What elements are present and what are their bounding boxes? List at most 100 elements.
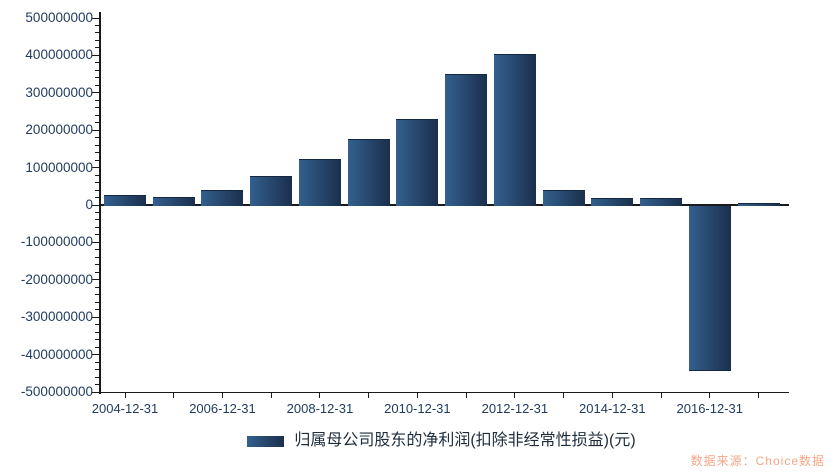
y-axis-major-tick	[92, 354, 99, 356]
x-axis-tick	[319, 392, 321, 398]
bar-2005-12-31[interactable]	[152, 197, 195, 206]
y-axis-minor-tick	[95, 84, 99, 86]
x-axis-tick	[221, 392, 223, 398]
y-axis-minor-tick	[95, 294, 99, 296]
y-axis-tick-label: 200000000	[25, 122, 93, 138]
y-axis-major-tick	[92, 92, 99, 94]
y-axis-tick-label: 500000000	[25, 10, 93, 25]
bar-2012-12-31[interactable]	[493, 53, 536, 206]
bar-2015-12-31[interactable]	[640, 197, 683, 206]
x-axis-line	[99, 391, 789, 393]
y-axis-tick-label: -500000000	[20, 384, 93, 399]
y-axis-minor-tick	[95, 152, 99, 154]
y-axis-minor-tick	[95, 24, 99, 26]
x-axis-tick-label: 2016-12-31	[676, 401, 744, 416]
y-axis-minor-tick	[95, 197, 99, 199]
y-axis-minor-tick	[95, 62, 99, 64]
x-axis-tick	[611, 392, 613, 398]
legend-item[interactable]: 归属母公司股东的净利润(扣除非经常性损益)(元)	[26, 431, 831, 451]
data-source-note: 数据来源：Choice数据	[690, 454, 825, 468]
y-axis-minor-tick	[95, 264, 99, 266]
y-axis-minor-tick	[95, 159, 99, 161]
y-axis-tick-label: -200000000	[20, 271, 93, 287]
y-axis-minor-tick	[95, 339, 99, 341]
y-axis-tick-label: 100000000	[25, 159, 93, 175]
bar-2014-12-31[interactable]	[591, 197, 634, 206]
bar-2013-12-31[interactable]	[542, 189, 585, 206]
y-axis-minor-tick	[95, 77, 99, 79]
x-axis-tick	[368, 392, 370, 398]
y-axis-minor-tick	[95, 211, 99, 213]
y-axis-minor-tick	[95, 301, 99, 303]
x-axis-tick-label: 2010-12-31	[384, 401, 451, 416]
y-axis-tick-label: -400000000	[20, 346, 93, 362]
y-axis-major-tick	[92, 391, 99, 393]
y-axis-minor-tick	[95, 376, 99, 378]
bar-2016-12-31[interactable]	[688, 205, 731, 372]
y-axis-major-tick	[92, 241, 99, 243]
y-axis-minor-tick	[95, 219, 99, 221]
x-axis-tick	[173, 392, 175, 398]
x-axis-tick-label: 2008-12-31	[286, 401, 354, 416]
x-axis-tick	[709, 392, 711, 398]
y-axis-major-tick	[92, 204, 99, 206]
bar-2007-12-31[interactable]	[250, 175, 293, 206]
y-axis-major-tick	[92, 316, 99, 318]
y-axis-minor-tick	[95, 189, 99, 191]
y-axis-minor-tick	[95, 47, 99, 49]
y-axis-major-tick	[92, 167, 99, 169]
bar-2009-12-31[interactable]	[347, 139, 390, 206]
y-axis-line	[99, 12, 101, 394]
y-axis-minor-tick	[95, 309, 99, 311]
x-axis-tick	[124, 392, 126, 398]
bar-2010-12-31[interactable]	[396, 118, 439, 206]
y-axis-minor-tick	[95, 384, 99, 386]
y-axis-minor-tick	[95, 256, 99, 258]
y-axis-tick-label: 300000000	[25, 84, 93, 100]
y-axis-minor-tick	[95, 137, 99, 139]
y-axis-minor-tick	[95, 331, 99, 333]
y-axis-tick-label: -300000000	[20, 309, 93, 325]
x-axis-tick	[660, 392, 662, 398]
y-axis-minor-tick	[95, 174, 99, 176]
y-axis-major-tick	[92, 129, 99, 131]
y-axis-minor-tick	[95, 122, 99, 124]
x-axis-tick-label: 2012-12-31	[481, 401, 549, 416]
y-axis-minor-tick	[95, 346, 99, 348]
y-axis-minor-tick	[95, 107, 99, 109]
bar-2004-12-31[interactable]	[104, 195, 146, 206]
y-axis-minor-tick	[95, 69, 99, 71]
legend-swatch	[247, 435, 285, 447]
y-axis-minor-tick	[95, 271, 99, 273]
y-axis-minor-tick	[95, 99, 99, 101]
x-axis-tick-label: 2006-12-31	[189, 401, 256, 416]
x-axis-tick	[465, 392, 467, 398]
x-axis-tick	[416, 392, 418, 398]
bar-2008-12-31[interactable]	[298, 159, 341, 206]
y-axis-minor-tick	[95, 182, 99, 184]
legend-label: 归属母公司股东的净利润(扣除非经常性损益)(元)	[294, 432, 636, 449]
y-axis-minor-tick	[95, 286, 99, 288]
y-axis-minor-tick	[95, 249, 99, 251]
y-axis-major-tick	[92, 54, 99, 56]
y-axis-minor-tick	[95, 226, 99, 228]
y-axis-minor-tick	[95, 144, 99, 146]
bar-2017-12-31[interactable]	[737, 202, 780, 206]
y-axis-tick-label: -100000000	[20, 234, 93, 250]
x-axis-tick	[758, 392, 759, 398]
y-axis-minor-tick	[95, 324, 99, 326]
y-axis-minor-tick	[95, 361, 99, 363]
y-axis-minor-tick	[95, 369, 99, 371]
y-axis-minor-tick	[95, 39, 99, 41]
y-axis-minor-tick	[95, 114, 99, 116]
y-axis-major-tick	[92, 17, 99, 19]
bar-2011-12-31[interactable]	[445, 74, 488, 206]
y-axis-tick-label: 400000000	[25, 47, 93, 63]
bar-2006-12-31[interactable]	[201, 190, 244, 206]
x-axis-tick-label: 2014-12-31	[579, 401, 646, 416]
y-axis-minor-tick	[95, 234, 99, 236]
y-axis-tick-label: 0	[85, 197, 93, 212]
x-axis-tick	[563, 392, 565, 398]
